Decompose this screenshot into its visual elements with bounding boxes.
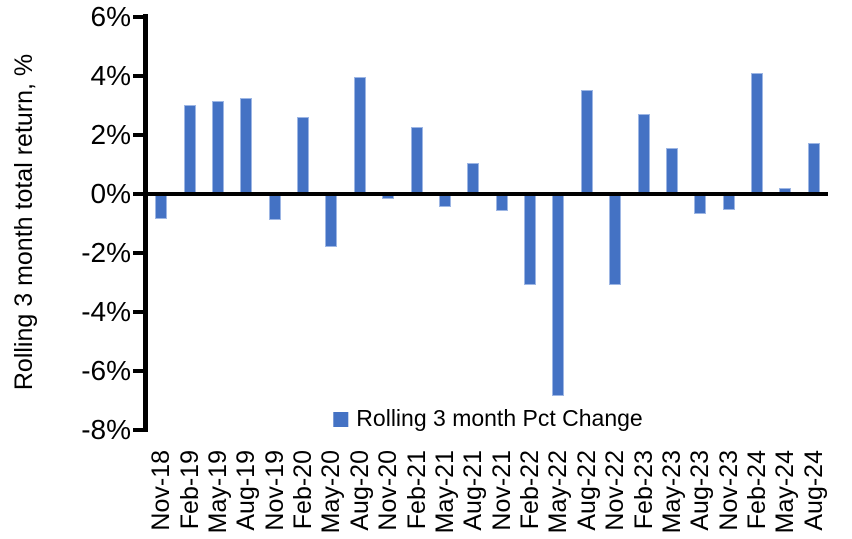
bar-Feb-23 xyxy=(637,113,650,194)
x-tick-label: May-21 xyxy=(430,450,459,534)
y-tick-mark xyxy=(133,73,147,78)
x-tick-label: Aug-19 xyxy=(232,450,261,531)
bar-Nov-19 xyxy=(268,193,281,221)
legend: Rolling 3 month Pct Change xyxy=(333,403,643,433)
y-tick-mark xyxy=(133,250,147,255)
zero-baseline xyxy=(143,192,828,196)
legend-label: Rolling 3 month Pct Change xyxy=(356,404,643,431)
bar-Feb-20 xyxy=(297,116,310,194)
bar-May-22 xyxy=(552,193,565,396)
x-tick-label: Aug-22 xyxy=(572,450,601,531)
x-tick-label: Nov-20 xyxy=(374,450,403,531)
x-tick-label: May-20 xyxy=(317,450,346,534)
bar-Feb-22 xyxy=(524,193,537,285)
y-tick-label: 0% xyxy=(90,177,131,209)
bar-Aug-19 xyxy=(240,97,253,194)
x-tick-label: Nov-23 xyxy=(714,450,743,531)
y-tick-label: -2% xyxy=(81,236,131,268)
y-tick-label: 4% xyxy=(90,59,131,91)
y-tick-label: 6% xyxy=(90,0,131,32)
x-tick-label: May-23 xyxy=(657,450,686,534)
bar-Aug-21 xyxy=(467,162,480,194)
bar-May-19 xyxy=(211,100,224,194)
x-tick-label: Feb-21 xyxy=(402,450,431,530)
y-axis-title: Rolling 3 month total return, % xyxy=(10,53,38,391)
bar-May-20 xyxy=(325,193,338,247)
x-tick-label: Feb-20 xyxy=(289,450,318,530)
y-tick-mark xyxy=(133,368,147,373)
x-tick-label: Feb-22 xyxy=(516,450,545,530)
y-tick-label: -8% xyxy=(81,413,131,445)
x-tick-label: Aug-20 xyxy=(345,450,374,531)
bar-Feb-19 xyxy=(183,105,196,194)
bar-Nov-22 xyxy=(609,193,622,285)
x-tick-label: Nov-18 xyxy=(147,450,176,531)
bar-Aug-23 xyxy=(694,193,707,215)
x-tick-label: Feb-24 xyxy=(743,450,772,530)
legend-swatch xyxy=(333,411,349,427)
y-tick-label: -4% xyxy=(81,295,131,327)
bar-Feb-24 xyxy=(751,72,764,194)
bar-Feb-21 xyxy=(410,127,423,194)
bar-Aug-24 xyxy=(807,143,820,194)
bar-Aug-20 xyxy=(353,76,366,194)
bar-May-23 xyxy=(665,147,678,194)
x-tick-label: Aug-24 xyxy=(799,450,828,531)
y-tick-mark xyxy=(133,427,147,432)
x-tick-label: Aug-21 xyxy=(459,450,488,531)
x-tick-label: Nov-22 xyxy=(601,450,630,531)
x-tick-label: Feb-19 xyxy=(175,450,204,530)
x-tick-label: Nov-19 xyxy=(260,450,289,531)
x-tick-label: May-24 xyxy=(771,450,800,534)
y-tick-mark xyxy=(133,191,147,196)
x-tick-label: Aug-23 xyxy=(686,450,715,531)
bar-Nov-18 xyxy=(155,193,168,219)
x-tick-label: May-22 xyxy=(544,450,573,534)
x-tick-label: Nov-21 xyxy=(487,450,516,531)
x-tick-label: Feb-23 xyxy=(629,450,658,530)
y-tick-mark xyxy=(133,14,147,19)
y-tick-label: -6% xyxy=(81,354,131,386)
x-tick-label: May-19 xyxy=(203,450,232,534)
bar-Aug-22 xyxy=(580,90,593,194)
y-tick-label: 2% xyxy=(90,118,131,150)
y-axis-line xyxy=(143,14,148,432)
bar-Nov-21 xyxy=(495,193,508,212)
y-tick-mark xyxy=(133,132,147,137)
y-tick-mark xyxy=(133,309,147,314)
